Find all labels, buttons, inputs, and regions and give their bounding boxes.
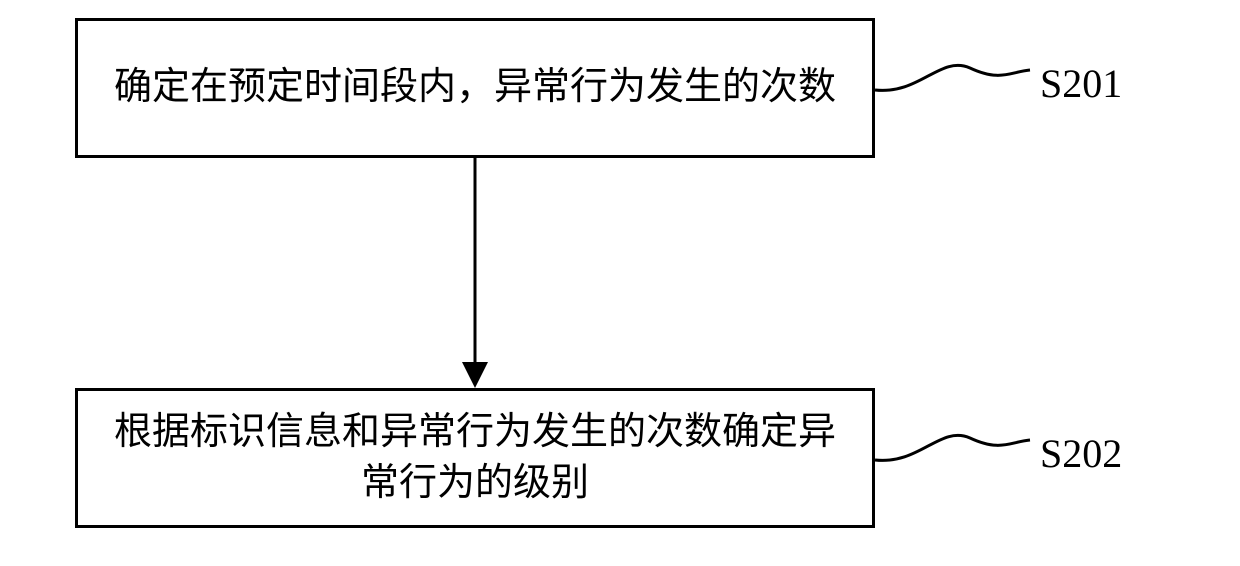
flowchart-canvas: 确定在预定时间段内，异常行为发生的次数 S201 根据标识信息和异常行为发生的次… — [0, 0, 1240, 566]
label-connector — [875, 435, 1030, 460]
node-text: 确定在预定时间段内，异常行为发生的次数 — [114, 62, 836, 113]
node-text: 根据标识信息和异常行为发生的次数确定异常行为的级别 — [98, 407, 852, 510]
label-connector — [875, 65, 1030, 90]
flowchart-node-s202: 根据标识信息和异常行为发生的次数确定异常行为的级别 — [75, 388, 875, 528]
arrowhead-icon — [462, 362, 488, 388]
step-label-s201: S201 — [1040, 60, 1122, 107]
flowchart-node-s201: 确定在预定时间段内，异常行为发生的次数 — [75, 18, 875, 158]
step-label-s202: S202 — [1040, 430, 1122, 477]
